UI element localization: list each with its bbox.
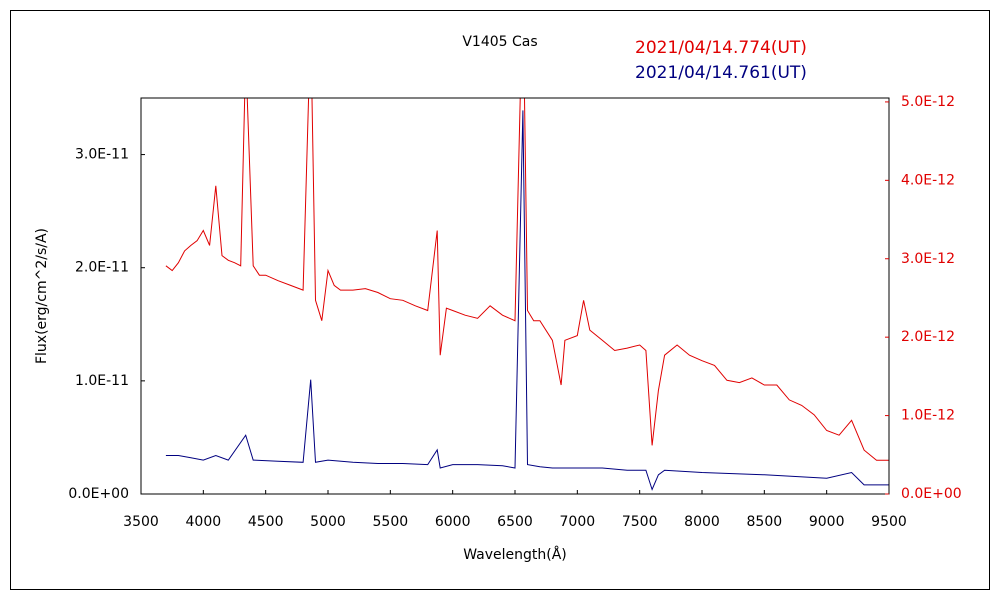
x-tick-label: 6500: [497, 514, 533, 530]
y-axis-label: Flux(erg/cm^2/s/A): [34, 228, 50, 364]
x-tick-label: 9000: [809, 514, 845, 530]
x-tick-label: 8500: [747, 514, 783, 530]
legend-label: 2021/04/14.774(UT): [635, 38, 807, 58]
series-line: [165, 98, 889, 461]
x-tick-label: 4000: [186, 514, 222, 530]
y2-tick-label: 2.0E-12: [901, 329, 955, 345]
x-tick-label: 7500: [622, 514, 658, 530]
x-axis-label: Wavelength(Å): [463, 546, 567, 563]
x-tick-label: 4500: [248, 514, 284, 530]
legend-label: 2021/04/14.761(UT): [635, 63, 807, 83]
x-tick-label: 9500: [871, 514, 907, 530]
y-tick-label: 2.0E-11: [75, 260, 129, 276]
y2-tick-label: 5.0E-12: [901, 94, 955, 110]
series-line: [165, 110, 889, 491]
frame: [10, 10, 990, 590]
x-tick-label: 3500: [123, 514, 159, 530]
y-tick-label: 0.0E+00: [68, 486, 129, 502]
plot-area: [165, 98, 889, 491]
x-tick-label: 5000: [310, 514, 346, 530]
y2-tick-label: 4.0E-12: [901, 172, 955, 188]
y-tick-label: 1.0E-11: [75, 373, 129, 389]
x-tick-label: 8000: [684, 514, 720, 530]
x-tick-label: 5500: [373, 514, 409, 530]
y2-tick-label: 1.0E-12: [901, 408, 955, 424]
chart-title: V1405 Cas: [462, 34, 537, 50]
y2-tick-label: 3.0E-12: [901, 251, 955, 267]
x-tick-label: 7000: [560, 514, 596, 530]
y-tick-label: 3.0E-11: [75, 147, 129, 163]
y2-tick-label: 0.0E+00: [901, 486, 962, 502]
x-tick-label: 6000: [435, 514, 471, 530]
